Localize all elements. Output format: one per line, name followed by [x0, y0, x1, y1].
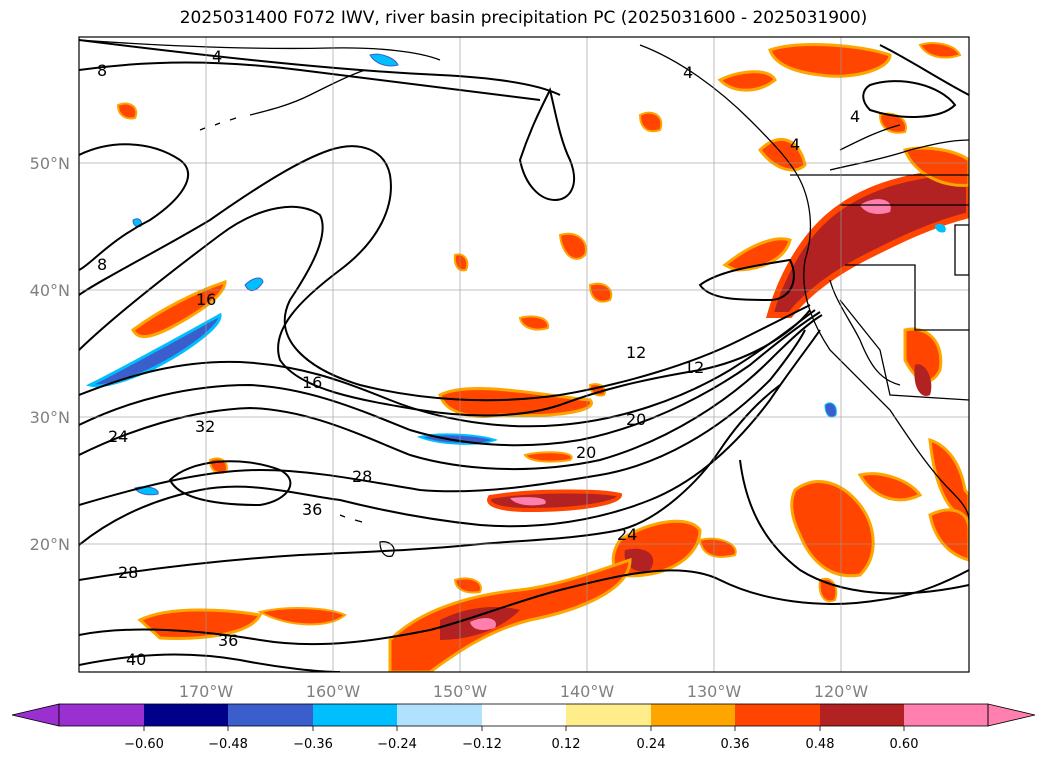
contour-label: 28	[352, 467, 372, 486]
colorbar-tick-label: −0.48	[208, 737, 248, 752]
lon-tick-labels: 170°W 160°W 150°W 140°W 130°W 120°W	[179, 682, 869, 701]
colorbar-tick-label: 0.12	[552, 737, 581, 752]
colorbar-tick-label: −0.36	[293, 737, 333, 752]
contour-label: 40	[126, 650, 146, 669]
contour-label: 36	[302, 500, 322, 519]
plot-area	[79, 37, 969, 672]
contour-label: 12	[684, 358, 704, 377]
colorbar-segment	[144, 704, 228, 726]
lon-tick-label: 140°W	[560, 682, 615, 701]
contour-label: 4	[212, 47, 222, 66]
colorbar-segment	[59, 704, 144, 726]
lon-tick-label: 130°W	[687, 682, 742, 701]
colorbar-segment	[566, 704, 651, 726]
lon-tick-label: 170°W	[179, 682, 234, 701]
contour-label: 16	[302, 373, 322, 392]
gridlines	[79, 37, 969, 672]
colorbar-segment	[313, 704, 397, 726]
contour-label: 4	[790, 135, 800, 154]
precip-positive-shading	[116, 42, 969, 672]
map-title: 2025031400 F072 IWV, river basin precipi…	[179, 8, 868, 28]
coastlines	[79, 39, 969, 558]
lat-tick-label: 50°N	[30, 154, 70, 173]
colorbar-tick-label: −0.24	[377, 737, 417, 752]
colorbar-tick-label: 0.24	[637, 737, 666, 752]
colorbar-segment	[397, 704, 482, 726]
colorbar-tick-label: −0.60	[124, 737, 164, 752]
colorbar-segment	[820, 704, 904, 726]
lon-tick-label: 150°W	[433, 682, 488, 701]
lon-tick-label: 160°W	[306, 682, 361, 701]
contour-label: 12	[626, 343, 646, 362]
contour-label: 36	[218, 631, 238, 650]
lat-tick-label: 30°N	[30, 408, 70, 427]
contour-label: 20	[576, 443, 596, 462]
colorbar-tick-label: 0.60	[890, 737, 919, 752]
contour-label: 20	[626, 410, 646, 429]
iwv-contours	[79, 39, 969, 672]
contour-label: 8	[97, 255, 107, 274]
lat-tick-labels: 50°N 40°N 30°N 20°N	[30, 154, 70, 554]
colorbar-tick-label: 0.48	[806, 737, 835, 752]
plot-frame	[78, 36, 970, 673]
colorbar-tick-label: 0.36	[721, 737, 750, 752]
contour-label: 8	[97, 61, 107, 80]
colorbar-extend-high	[987, 703, 1036, 727]
colorbar-segment	[482, 704, 566, 726]
contour-label: 28	[118, 563, 138, 582]
colorbar-extend-low	[11, 703, 60, 727]
contour-label: 16	[196, 290, 216, 309]
colorbar-segment	[904, 704, 988, 726]
contour-label: 24	[617, 525, 637, 544]
contour-label: 32	[195, 417, 215, 436]
lat-tick-label: 20°N	[30, 535, 70, 554]
colorbar-frame	[58, 703, 989, 727]
colorbar-segment	[735, 704, 820, 726]
contour-label: 24	[108, 427, 128, 446]
colorbar-tick-label: −0.12	[462, 737, 502, 752]
colorbar-segment	[228, 704, 313, 726]
colorbar: −0.60 −0.48 −0.36 −0.24 −0.12 0.12 0.24 …	[11, 703, 1036, 752]
colorbar-segment	[651, 704, 735, 726]
contour-label: 4	[683, 63, 693, 82]
lon-tick-label: 120°W	[814, 682, 869, 701]
contour-labels: 4 4 4 4 8 8 16 16 12 12 24 32 28 36 20 2…	[97, 47, 860, 669]
lat-tick-label: 40°N	[30, 281, 70, 300]
map-content	[79, 39, 969, 672]
contour-label: 4	[850, 107, 860, 126]
